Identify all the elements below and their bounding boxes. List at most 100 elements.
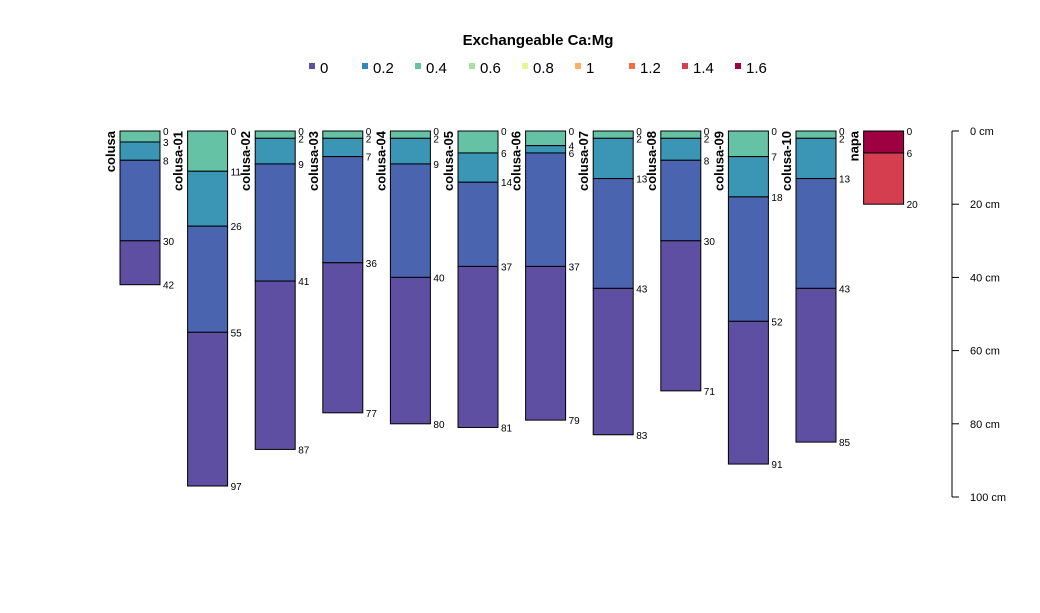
horizon-colusa-04-2 [389,163,431,278]
horizon-colusa-04-0 [389,130,431,139]
legend-swatch-1 [362,63,368,69]
depth-tick-label-5: 100 cm [970,492,1006,504]
horizon-colusa-10-1 [795,137,837,180]
depth-tick-label-2: 40 cm [970,272,1000,284]
depth-label-colusa-02-1: 2 [298,134,304,145]
depth-label-napa-1: 6 [907,149,913,160]
profile-name-colusa-10: colusa-10 [779,131,794,191]
horizon-colusa-02-2 [254,163,296,282]
depth-label-colusa-10-1: 2 [839,134,845,145]
horizon-napa-0 [863,130,905,154]
horizon-colusa-07-3 [592,287,634,436]
legend-label-3: 0.6 [480,60,501,77]
profile-colusa-05: 0 6 14 37 81 colusa-05 [441,127,513,434]
horizon-colusa-01-2 [187,225,229,333]
legend-swatch-5 [575,63,581,69]
depth-label-colusa-02-4: 87 [298,445,310,456]
profile-name-colusa-08: colusa-08 [644,131,659,191]
profile-colusa-02: 02 9 41 87 colusa-02 [238,127,310,456]
horizon-colusa-09-1 [727,156,769,198]
legend-swatch-0 [309,63,315,69]
legend-label-5: 1 [586,60,594,77]
depth-label-colusa-04-4: 80 [433,420,445,431]
depth-label-colusa-08-1: 2 [704,134,710,145]
depth-label-colusa-01-2: 26 [231,222,243,233]
legend: 0 0.2 0.4 0.6 0.8 1 1.2 1.4 1.6 [309,60,767,77]
depth-label-colusa-09-0: 0 [771,127,777,138]
profile-colusa-08: 02 8 30 71 colusa-08 [644,127,716,398]
horizon-colusa-01-1 [187,170,229,227]
depth-label-colusa-2: 8 [163,156,169,167]
depth-label-colusa-4: 42 [163,281,175,292]
legend-swatch-8 [735,63,741,69]
depth-label-napa-0: 0 [907,127,913,138]
horizon-colusa-10-3 [795,287,837,443]
depth-label-colusa-05-3: 37 [501,262,513,273]
profile-name-colusa-01: colusa-01 [171,131,186,191]
depth-label-colusa-06-1: 4 [569,142,575,153]
profile-colusa-06: 0 46 37 79 colusa-06 [509,127,581,427]
horizon-colusa-05-0 [457,130,499,154]
depth-tick-label-3: 60 cm [970,346,1000,358]
profile-colusa-03: 02 7 36 77 colusa-03 [306,127,378,420]
legend-swatch-3 [469,63,475,69]
horizon-colusa-08-0 [660,130,702,139]
depth-label-colusa-04-2: 9 [433,160,439,171]
depth-label-colusa-09-4: 91 [771,460,783,471]
depth-label-colusa-05-0: 0 [501,127,507,138]
depth-label-colusa-01-1: 11 [231,167,242,178]
depth-label-colusa-10-4: 85 [839,438,851,449]
horizon-colusa-06-1 [525,145,567,154]
depth-label-colusa-06-0: 0 [569,127,575,138]
depth-label-colusa-01-4: 97 [231,482,243,493]
profile-colusa-01: 0 11 26 55 97 colusa-01 [171,127,243,493]
legend-label-4: 0.8 [533,60,554,77]
horizon-colusa-03-3 [322,262,364,414]
depth-label-colusa-07-2: 13 [636,175,648,186]
horizon-colusa-2 [119,159,161,242]
horizon-colusa-08-3 [660,240,702,392]
horizon-colusa-07-0 [592,130,634,139]
horizon-colusa-01-0 [187,130,229,172]
horizon-colusa-09-0 [727,130,769,158]
horizon-colusa-0 [119,130,161,143]
legend-label-1: 0.2 [373,60,394,77]
horizon-colusa-07-2 [592,178,634,289]
depth-label-colusa-02-0: 0 [298,127,304,138]
depth-label-colusa-06-2: 6 [569,149,575,160]
profile-name-colusa-05: colusa-05 [441,131,456,191]
depth-label-colusa-02-2: 9 [298,160,304,171]
horizon-colusa-06-3 [525,265,567,421]
horizon-napa-1 [863,152,905,205]
depth-label-colusa-10-2: 13 [839,175,851,186]
horizon-colusa-03-2 [322,156,364,264]
depth-label-colusa-03-3: 36 [366,259,378,270]
depth-label-colusa-10-0: 0 [839,127,845,138]
depth-label-colusa-06-3: 37 [569,262,581,273]
legend-swatch-6 [629,63,635,69]
legend-label-8: 1.6 [746,60,767,77]
depth-label-colusa-05-4: 81 [501,423,513,434]
profile-colusa-04: 02 9 40 80 colusa-04 [373,127,445,431]
legend-label-0: 0 [320,60,328,77]
profile-name-colusa-03: colusa-03 [306,131,321,191]
horizon-colusa-10-0 [795,130,837,139]
profile-name-napa: napa [847,130,862,161]
depth-label-colusa-01-3: 55 [231,328,243,339]
horizon-colusa-02-1 [254,137,296,165]
depth-label-colusa-10-3: 43 [839,284,851,295]
horizon-colusa-04-1 [389,137,431,165]
profile-name-colusa-04: colusa-04 [373,130,388,191]
profile-name-colusa-09: colusa-09 [711,131,726,191]
legend-swatch-4 [522,63,528,69]
depth-axis: 0 cm 20 cm 40 cm 60 cm 80 cm 100 cm [951,126,1006,504]
legend-swatch-7 [682,63,688,69]
depth-label-colusa-04-1: 2 [433,134,439,145]
depth-label-colusa-03-4: 77 [366,409,378,420]
depth-label-colusa-09-1: 7 [771,153,777,164]
profile-colusa-07: 02 13 43 83 colusa-07 [576,127,648,442]
depth-label-colusa-07-4: 83 [636,431,648,442]
depth-label-colusa-04-0: 0 [433,127,439,138]
